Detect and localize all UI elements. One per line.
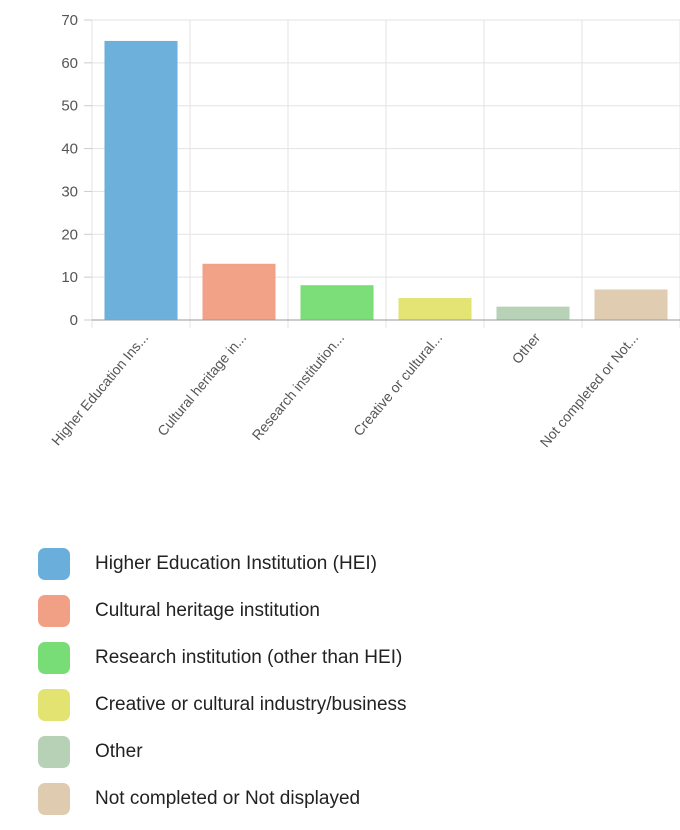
bar[interactable] bbox=[202, 263, 276, 321]
y-tick-label: 20 bbox=[61, 226, 78, 243]
legend-item[interactable]: Other bbox=[38, 736, 407, 768]
legend-label: Creative or cultural industry/business bbox=[95, 694, 407, 715]
legend-swatch bbox=[38, 736, 70, 768]
legend-label: Other bbox=[95, 741, 143, 762]
chart-grid bbox=[91, 19, 680, 328]
legend-label: Cultural heritage institution bbox=[95, 600, 320, 621]
chart-legend: Higher Education Institution (HEI) Cultu… bbox=[38, 548, 407, 830]
chart-bars bbox=[104, 40, 668, 321]
bar[interactable] bbox=[300, 285, 374, 321]
legend-item[interactable]: Creative or cultural industry/business bbox=[38, 689, 407, 721]
x-tick-label: Higher Education Ins... bbox=[48, 330, 151, 449]
x-tick-label: Other bbox=[509, 329, 544, 366]
legend-item[interactable]: Research institution (other than HEI) bbox=[38, 642, 407, 674]
x-tick-label: Creative or cultural... bbox=[350, 330, 445, 439]
legend-swatch bbox=[38, 595, 70, 627]
legend-item[interactable]: Not completed or Not displayed bbox=[38, 783, 407, 815]
bar[interactable] bbox=[594, 289, 668, 321]
x-tick-label: Cultural heritage in... bbox=[154, 330, 249, 439]
legend-item[interactable]: Cultural heritage institution bbox=[38, 595, 407, 627]
bar[interactable] bbox=[398, 298, 472, 321]
x-tick-label: Not completed or Not... bbox=[537, 330, 642, 451]
legend-item[interactable]: Higher Education Institution (HEI) bbox=[38, 548, 407, 580]
bar[interactable] bbox=[104, 40, 178, 321]
y-tick-label: 40 bbox=[61, 141, 78, 158]
legend-label: Research institution (other than HEI) bbox=[95, 647, 403, 668]
y-axis-ticks: 0 10 20 30 40 50 60 70 bbox=[61, 12, 92, 329]
legend-swatch bbox=[38, 783, 70, 815]
legend-label: Not completed or Not displayed bbox=[95, 788, 361, 809]
y-tick-label: 10 bbox=[61, 269, 78, 286]
y-tick-label: 70 bbox=[61, 12, 78, 29]
x-tick-label: Research institution... bbox=[249, 330, 348, 443]
y-tick-label: 0 bbox=[70, 312, 78, 329]
y-tick-label: 60 bbox=[61, 55, 78, 72]
bar[interactable] bbox=[496, 306, 570, 321]
y-tick-label: 30 bbox=[61, 183, 78, 200]
legend-swatch bbox=[38, 689, 70, 721]
y-tick-label: 50 bbox=[61, 98, 78, 115]
legend-swatch bbox=[38, 642, 70, 674]
x-axis-ticks: Higher Education Ins... Cultural heritage… bbox=[48, 329, 641, 450]
legend-swatch bbox=[38, 548, 70, 580]
legend-label: Higher Education Institution (HEI) bbox=[95, 553, 377, 574]
